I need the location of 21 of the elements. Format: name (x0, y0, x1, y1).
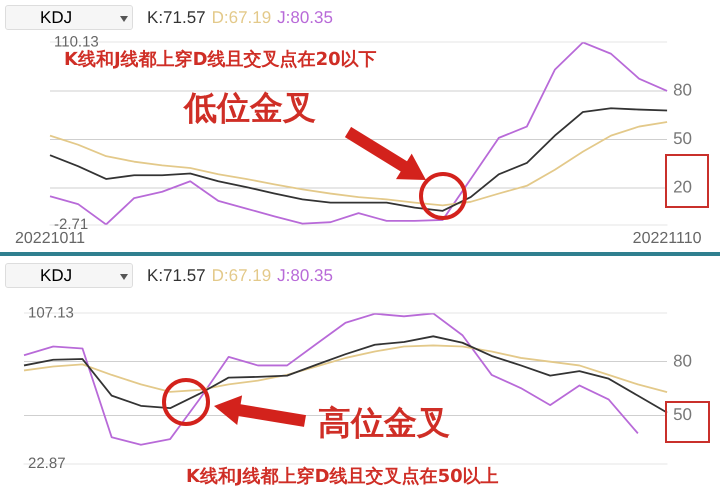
x-tick-label: 20221110 (632, 230, 702, 247)
text: D:67.19 (212, 8, 272, 28)
y-tick-label: 107.13 (28, 304, 74, 322)
annotation: 高位金叉 (318, 402, 450, 444)
annotation: 低位金叉 (184, 87, 316, 129)
text: D:67.19 (212, 266, 272, 286)
chart-title: KDJ (40, 266, 72, 286)
y2-tick-label: 80 (673, 80, 692, 100)
y-tick-label: 110.13 (54, 33, 99, 50)
y2-tick-label: 80 (673, 351, 692, 370)
y2-tick-label: 20 (673, 178, 692, 197)
y2-tick-label: 50 (673, 404, 692, 424)
text: K:71.57 (147, 8, 206, 28)
chart-title: KDJ (40, 8, 72, 28)
y-tick-label: 22.87 (28, 454, 66, 472)
text: J:80.35 (277, 266, 333, 286)
text: K线和J线都上穿D线且交叉点在50以上 (186, 465, 499, 488)
annotation: K线和J线都上穿D线且交叉点在20以下 (64, 48, 377, 71)
text: K:71.57 (147, 266, 206, 286)
y2-tick-label: 50 (673, 129, 692, 148)
text: J:80.35 (277, 8, 333, 28)
